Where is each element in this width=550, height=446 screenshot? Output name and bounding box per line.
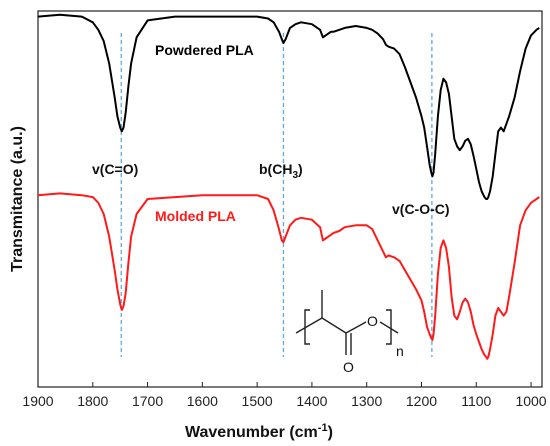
x-tick-label-1400: 1400 [296,393,327,409]
y-axis-title: Transmitance (a.u.) [9,126,26,272]
structure-carbonyl-oxygen: O [343,359,354,375]
x-axis-ticks: 1900 1800 1700 1600 1500 1400 1300 1200 1100 1000 [22,382,547,409]
annotation-ch3-suffix: ) [298,161,303,177]
x-tick-label-1700: 1700 [132,393,163,409]
series-line-powdered-pla [37,13,540,200]
reference-lines [120,33,433,357]
annotation-ch3-prefix: b(CH [259,161,292,177]
x-tick-label-1200: 1200 [406,393,437,409]
pla-structure [295,290,399,355]
series-label-molded: Molded PLA [155,208,236,224]
x-axis-title-sup: -1 [318,422,328,434]
x-tick-label-1600: 1600 [187,393,218,409]
structure-subscript-n: n [396,343,404,359]
plot-frame [37,10,543,388]
series-line-molded-pla [37,192,540,360]
x-tick-label-1900: 1900 [22,393,53,409]
x-tick-label-1100: 1100 [461,393,491,409]
series-label-powdered: Powdered PLA [155,42,254,58]
x-tick-label-1800: 1800 [77,393,108,409]
structure-ether-oxygen: O [367,313,378,329]
annotation-co: v(C=O) [92,161,138,177]
annotation-coc: v(C-O-C) [392,201,450,217]
x-axis-title: Wavenumber (cm-1) [185,422,333,441]
x-tick-label-1500: 1500 [242,393,273,409]
series-layer [37,13,540,360]
x-axis-title-main: Wavenumber (cm [185,424,318,441]
annotation-ch3: b(CH3) [259,161,303,181]
annotation-ch3-sub: 3 [292,170,298,181]
x-tick-label-1000: 1000 [515,393,546,409]
x-axis-title-end: ) [328,424,333,441]
x-tick-label-1300: 1300 [351,393,382,409]
